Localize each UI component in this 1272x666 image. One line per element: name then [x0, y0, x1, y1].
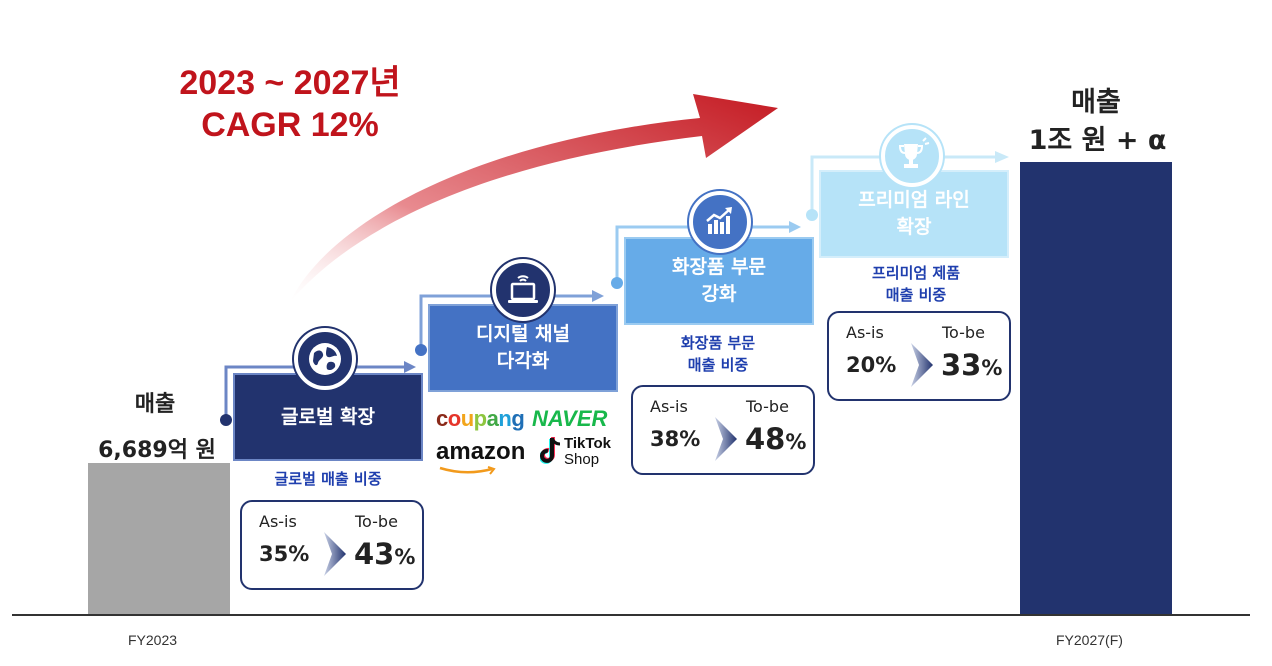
premium-share-title: 프리미엄 제품 매출 비중: [826, 262, 1006, 306]
tobe-number: 33: [941, 348, 982, 382]
naver-logo: NAVER: [532, 406, 608, 431]
coupang-logo: coupang: [436, 406, 525, 431]
tiktok-shop-label: Shop: [564, 451, 600, 468]
premium-share-box: As-is To-be 20% 33%: [827, 311, 1011, 401]
tick-fy2023: FY2023: [128, 632, 178, 648]
tobe-value: 33%: [941, 348, 1002, 382]
asis-label: As-is: [846, 323, 884, 342]
trophy-icon: [881, 125, 943, 187]
chevron-right-icon: [911, 343, 933, 387]
amazon-smile-icon: [439, 466, 496, 475]
asis-value: 38%: [650, 427, 701, 451]
share-title-line2: 매출 비중: [885, 286, 947, 304]
cosmetics-share-box: As-is To-be 38% 48%: [631, 385, 815, 475]
step-label-line1: 디지털 채널: [475, 323, 570, 345]
tobe-number: 43: [354, 537, 395, 571]
chevron-right-icon: [324, 532, 346, 576]
tobe-value: 43%: [354, 537, 415, 571]
step-label-line1: 화장품 부문: [671, 256, 766, 278]
bar-fy2023: [88, 463, 230, 615]
step-label-line2: 다각화: [496, 350, 550, 372]
tobe-value: 48%: [745, 422, 806, 456]
chevron-right-icon: [715, 417, 737, 461]
revenue-start-value: 6,689억 원: [98, 438, 216, 463]
tobe-label: To-be: [942, 323, 985, 342]
step-label-line1: 프리미엄 라인: [858, 189, 970, 211]
cagr-callout: 2023 ~ 2027년 CAGR 12%: [130, 62, 450, 146]
tobe-unit: %: [981, 356, 1003, 380]
amazon-logo: amazon: [436, 438, 526, 465]
asis-value: 35%: [259, 542, 310, 566]
asis-label: As-is: [650, 397, 688, 416]
share-title-line2: 매출 비중: [687, 356, 749, 374]
digital-channel-brands: coupang NAVER amazon TikTok Shop: [434, 404, 620, 475]
x-axis-line: [12, 614, 1250, 616]
revenue-start-label: 매출: [134, 392, 176, 417]
tobe-unit: %: [394, 545, 416, 569]
revenue-end-value: 1조 원 + α: [1028, 125, 1167, 156]
step-label-line2: 강화: [701, 283, 737, 305]
step-label: 글로벌 확장: [280, 405, 375, 428]
tobe-unit: %: [785, 430, 807, 454]
bar-fy2027: [1020, 162, 1172, 615]
globe-icon: [294, 328, 356, 390]
tiktok-note-icon: [540, 437, 561, 464]
step-label-line2: 확장: [896, 216, 932, 238]
laptop-icon: [492, 259, 554, 321]
step-digital-channel: 디지털 채널 다각화: [428, 304, 618, 392]
tick-fy2027: FY2027(F): [1056, 632, 1123, 648]
revenue-end-label: 매출: [1071, 87, 1121, 118]
tiktok-shop-logo: TikTok Shop: [540, 434, 620, 474]
cagr-rate: CAGR 12%: [201, 106, 379, 144]
cagr-period: 2023 ~ 2027년: [179, 64, 401, 102]
global-share-title: 글로벌 매출 비중: [274, 470, 382, 488]
tobe-number: 48: [745, 422, 786, 456]
share-title-line1: 화장품 부문: [680, 334, 756, 352]
tobe-label: To-be: [746, 397, 789, 416]
asis-value: 20%: [846, 353, 897, 377]
tiktok-label: TikTok: [564, 435, 611, 452]
cosmetics-share-title: 화장품 부문 매출 비중: [628, 332, 808, 376]
global-share-box: As-is To-be 35% 43%: [240, 500, 424, 590]
asis-label: As-is: [259, 512, 297, 531]
share-title-line1: 프리미엄 제품: [871, 264, 961, 282]
growth-chart-icon: [689, 191, 751, 253]
tobe-label: To-be: [355, 512, 398, 531]
